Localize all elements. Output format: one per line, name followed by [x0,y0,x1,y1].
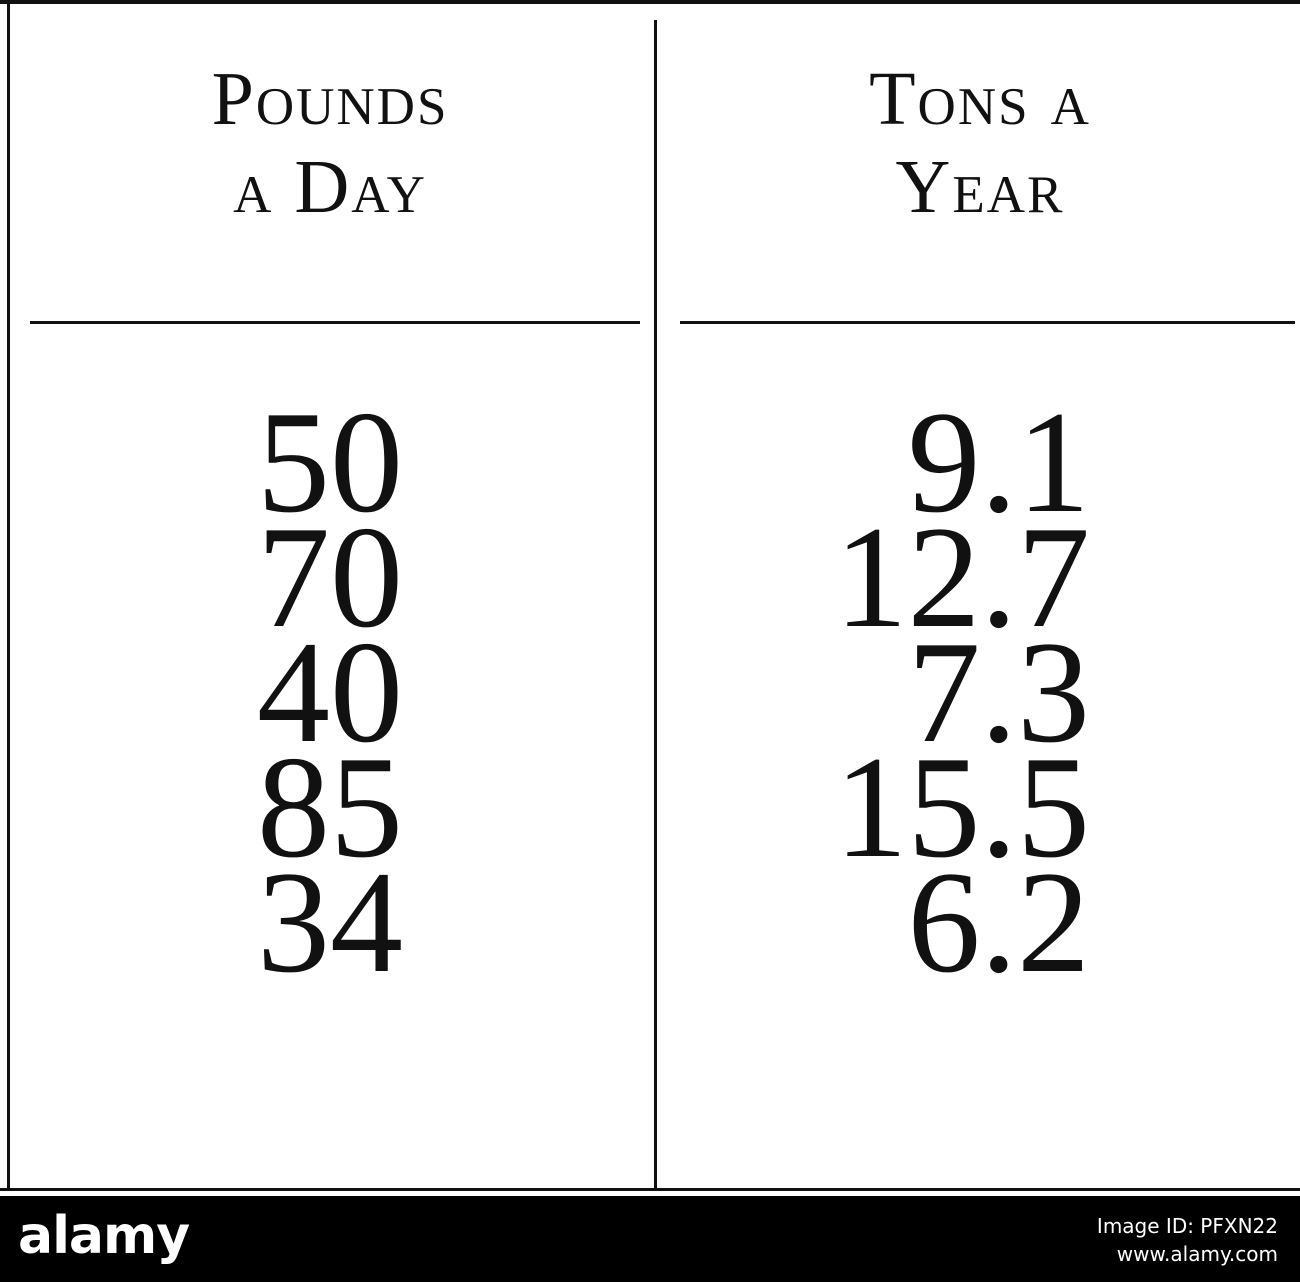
tons-column: 9.1 12.7 7.3 15.5 6.2 [780,381,1091,1003]
watermark-meta: Image ID: PFXN22 www.alamy.com [1097,1212,1278,1268]
pounds-column: 50 70 40 85 34 [230,381,430,1003]
table-cell: 85 [257,726,403,888]
top-rule [0,0,1300,4]
watermark-bar: alamy Image ID: PFXN22 www.alamy.com [0,1196,1300,1282]
table-cell: 50 [257,381,403,543]
column-header: Pounds a Day [30,55,630,231]
header-line: a Day [233,145,427,229]
column-divider [654,20,657,1188]
table-cell: 40 [257,611,403,773]
header-line: Tons a [869,57,1091,141]
table-cell: 70 [257,496,403,658]
table-cell: 15.5 [834,726,1091,888]
image-id: Image ID: PFXN22 [1096,1214,1278,1238]
header-line: Year [895,145,1065,229]
header-rule-right [680,321,1295,324]
left-border [7,0,10,1188]
table-cell: 12.7 [834,496,1091,658]
table-cell: 9.1 [907,381,1091,543]
header-rule-left [30,321,640,324]
table-cell: 6.2 [907,841,1091,1003]
bottom-rule [0,1188,1300,1191]
header-line: Pounds [211,57,449,141]
watermark-logo: alamy [18,1206,190,1266]
image-url: www.alamy.com [1116,1242,1278,1266]
table-cell: 7.3 [907,611,1091,773]
column-header: Tons a Year [680,55,1280,231]
table-cell: 34 [257,841,403,1003]
